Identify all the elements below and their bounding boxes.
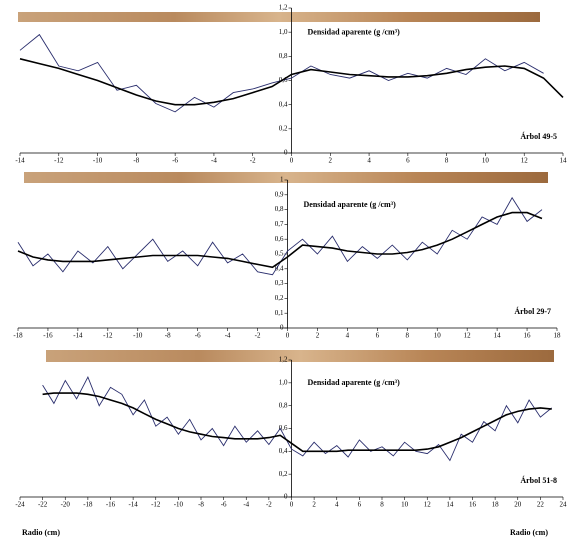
y-tick-label: 0,1: [275, 309, 284, 317]
x-tick-label: -6: [172, 157, 178, 165]
x-tick-label: 0: [290, 157, 294, 165]
x-tick-label: 18: [492, 501, 500, 509]
y-tick-label: 1,0: [279, 378, 288, 386]
x-tick-label: 14: [446, 501, 454, 509]
x-tick-label: 12: [464, 332, 472, 340]
x-tick-label: -18: [83, 501, 93, 509]
x-tick-label: 12: [521, 157, 529, 165]
x-tick-label: 16: [524, 332, 532, 340]
x-tick-label: 2: [316, 332, 320, 340]
y-tick-label: 0: [280, 324, 284, 332]
x-tick-label: -8: [198, 501, 204, 509]
x-tick-label: -24: [15, 501, 25, 509]
x-tick-label: 6: [406, 157, 410, 165]
y-tick-label: 0,9: [275, 190, 284, 198]
y-tick-label: 0,8: [279, 52, 288, 60]
x-tick-label: -10: [93, 157, 103, 165]
x-tick-label: 20: [514, 501, 522, 509]
x-tick-label: 10: [434, 332, 442, 340]
y-tick-label: 0,7: [275, 220, 284, 228]
x-tick-label: 4: [335, 501, 339, 509]
x-tick-label: -2: [250, 157, 256, 165]
x-tick-label: 14: [560, 157, 567, 165]
x-tick-label: 24: [560, 501, 567, 509]
y-axis-label: Densidad aparente (g /cm³): [308, 378, 401, 387]
y-axis-label: Densidad aparente (g /cm³): [304, 200, 397, 209]
figure: Radio (cm) Radio (cm) -14-12-10-8-6-4-20…: [0, 0, 567, 540]
y-tick-label: 1,2: [279, 356, 288, 364]
y-axis-label: Densidad aparente (g /cm³): [308, 27, 401, 36]
wood-strip: [24, 172, 548, 183]
x-tick-label: -16: [106, 501, 116, 509]
x-tick-label: 18: [554, 332, 562, 340]
x-tick-label: -6: [195, 332, 201, 340]
y-tick-label: 0,8: [275, 205, 284, 213]
x-axis-label: Radio (cm): [22, 528, 60, 537]
x-tick-label: 8: [380, 501, 384, 509]
y-tick-label: 0,3: [275, 279, 284, 287]
x-tick-label: -22: [38, 501, 48, 509]
x-tick-label: -14: [128, 501, 138, 509]
x-tick-label: -14: [15, 157, 25, 165]
y-tick-label: 0,5: [275, 250, 284, 258]
x-tick-label: -12: [54, 157, 64, 165]
x-tick-label: 4: [367, 157, 371, 165]
x-tick-label: -16: [43, 332, 53, 340]
x-tick-label: 2: [312, 501, 316, 509]
x-tick-label: 22: [537, 501, 545, 509]
y-tick-label: 0: [284, 149, 288, 157]
x-tick-label: -12: [103, 332, 113, 340]
x-tick-label: 10: [401, 501, 409, 509]
x-tick-label: 0: [290, 501, 294, 509]
y-tick-label: 0,2: [279, 470, 288, 478]
x-tick-label: -8: [165, 332, 171, 340]
y-tick-label: 0,4: [279, 447, 288, 455]
tree-label: Árbol 49-5: [520, 131, 557, 141]
x-tick-label: 2: [329, 157, 333, 165]
y-tick-label: 1,2: [279, 4, 288, 12]
x-tick-label: -10: [174, 501, 184, 509]
x-tick-label: -4: [243, 501, 249, 509]
x-tick-label: -2: [266, 501, 272, 509]
x-tick-label: -10: [133, 332, 143, 340]
y-tick-label: 0,4: [279, 100, 288, 108]
y-tick-label: 0,8: [279, 401, 288, 409]
y-tick-label: 1: [280, 176, 284, 184]
x-tick-label: 12: [424, 501, 432, 509]
x-tick-label: -6: [221, 501, 227, 509]
x-tick-label: 0: [286, 332, 290, 340]
x-tick-label: -14: [73, 332, 83, 340]
x-tick-label: 6: [376, 332, 380, 340]
y-tick-label: 0,2: [275, 294, 284, 302]
wood-strip: [18, 12, 540, 22]
x-tick-label: -8: [133, 157, 139, 165]
tree-label: Árbol 29-7: [514, 306, 551, 316]
y-tick-label: 0,2: [279, 124, 288, 132]
y-tick-label: 0: [284, 493, 288, 501]
x-tick-label: -12: [151, 501, 161, 509]
density-trend: [43, 393, 552, 451]
y-tick-label: 1,0: [279, 28, 288, 36]
wood-strip: [46, 350, 554, 362]
x-tick-label: 4: [346, 332, 350, 340]
x-tick-label: 16: [469, 501, 477, 509]
x-tick-label: -2: [255, 332, 261, 340]
x-tick-label: -20: [61, 501, 71, 509]
x-axis-label: Radio (cm): [510, 528, 548, 537]
tree-label: Árbol 51-8: [520, 475, 557, 485]
x-tick-label: -4: [211, 157, 217, 165]
x-tick-label: 8: [445, 157, 449, 165]
x-tick-label: 8: [406, 332, 410, 340]
x-tick-label: -4: [225, 332, 231, 340]
x-tick-label: -18: [13, 332, 23, 340]
x-tick-label: 6: [358, 501, 362, 509]
x-tick-label: 10: [482, 157, 490, 165]
y-tick-label: 0,6: [275, 235, 284, 243]
x-tick-label: 14: [494, 332, 502, 340]
